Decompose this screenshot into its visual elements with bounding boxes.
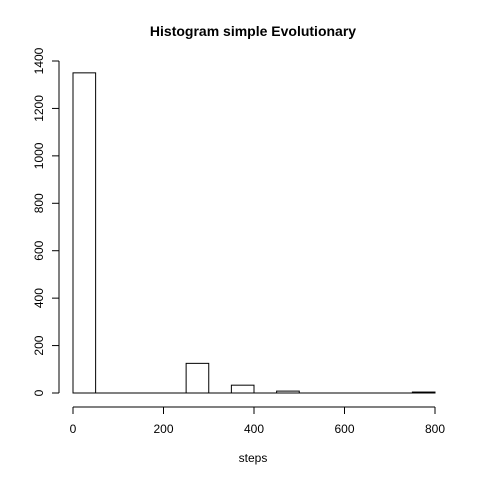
- x-tick-label-1: 200: [153, 422, 173, 436]
- y-tick-label-0: 0: [32, 389, 46, 396]
- x-tick-label-3: 600: [334, 422, 354, 436]
- y-tick-label-1: 200: [32, 335, 46, 355]
- histogram-bar-0: [72, 72, 97, 394]
- x-tick-label-0: 0: [70, 422, 77, 436]
- y-tick-label-4: 800: [32, 193, 46, 213]
- histogram-bar-5: [185, 362, 210, 394]
- y-axis: 0 200 400 600 800 1000 1200 1400: [32, 47, 60, 396]
- chart-title: Histogram simple Evolutionary: [150, 23, 356, 39]
- histogram-bar-9: [276, 390, 300, 394]
- x-tick-label-2: 400: [244, 422, 264, 436]
- bars-group: [72, 72, 436, 394]
- x-axis-label: steps: [239, 451, 268, 465]
- y-tick-label-3: 600: [32, 240, 46, 260]
- y-tick-label-7: 1400: [32, 47, 46, 74]
- x-axis: 0 200 400 600 800: [70, 406, 445, 436]
- y-tick-label-2: 400: [32, 288, 46, 308]
- histogram-bar-15: [411, 391, 436, 394]
- x-tick-label-4: 800: [425, 422, 445, 436]
- y-tick-label-5: 1000: [32, 142, 46, 169]
- y-tick-label-6: 1200: [32, 95, 46, 122]
- histogram-bar-7: [230, 384, 255, 394]
